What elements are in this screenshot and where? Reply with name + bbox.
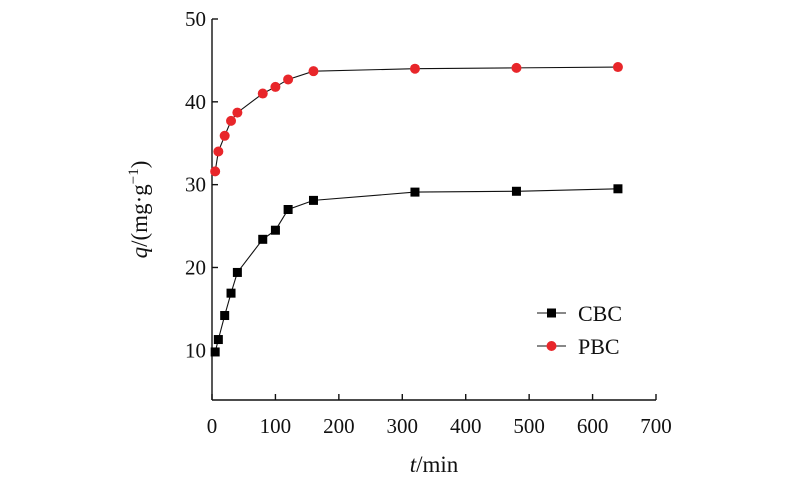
y-axis-title-italic: q: [127, 247, 152, 259]
data-point-cbc: [220, 311, 230, 321]
y-tick-label: 50: [185, 7, 206, 31]
data-point-cbc: [308, 195, 318, 205]
data-point-cbc: [226, 288, 236, 298]
data-point-pbc: [210, 166, 221, 177]
data-point-cbc: [258, 234, 268, 244]
legend-item-cbc: CBC: [537, 301, 622, 326]
y-tick-label: 30: [185, 173, 206, 197]
series-layer: [210, 62, 623, 357]
series-cbc: [210, 184, 623, 357]
data-point-pbc: [511, 62, 522, 73]
y-axis-title-sup: −1: [126, 168, 142, 184]
x-tick-label: 0: [207, 414, 218, 438]
data-point-pbc: [226, 115, 237, 126]
data-point-cbc: [410, 187, 420, 197]
data-point-pbc: [612, 62, 623, 73]
y-tick-label: 10: [185, 338, 206, 362]
data-point-pbc: [257, 88, 268, 99]
y-ticks: 10 20 30 40 50: [185, 7, 218, 362]
x-ticks: 0 100 200 300 400 500 600 700: [207, 394, 672, 438]
legend-marker: [547, 308, 556, 318]
x-tick-label: 700: [640, 414, 672, 438]
data-point-pbc: [308, 66, 319, 77]
legend-label: PBC: [578, 334, 620, 359]
data-point-cbc: [613, 184, 623, 194]
axes: [211, 19, 656, 401]
data-point-pbc: [219, 130, 230, 141]
data-point-pbc: [213, 146, 224, 157]
data-point-pbc: [232, 107, 243, 118]
x-axis-title-rest: /min: [416, 452, 459, 477]
x-tick-label: 300: [387, 414, 419, 438]
data-point-pbc: [409, 63, 420, 74]
y-tick-label: 40: [185, 90, 206, 114]
y-axis-title-rest: /(mg·g: [127, 184, 152, 247]
series-pbc: [210, 62, 623, 177]
legend-marker: [546, 341, 557, 351]
x-axis-title-italic: t: [410, 452, 417, 477]
x-axis-title: t/min: [410, 452, 459, 477]
y-tick-label: 20: [185, 255, 206, 279]
data-point-cbc: [232, 267, 242, 277]
series-line-cbc: [214, 188, 618, 353]
legend-label: CBC: [578, 301, 622, 326]
data-point-cbc: [283, 205, 293, 214]
data-point-cbc: [210, 347, 220, 357]
data-point-cbc: [511, 186, 521, 196]
x-tick-label: 400: [450, 414, 482, 438]
data-point-cbc: [213, 335, 223, 345]
y-axis-title: q/(mg·g−1): [126, 161, 152, 259]
data-point-pbc: [283, 74, 294, 85]
x-tick-label: 200: [323, 414, 355, 438]
legend-item-pbc: PBC: [537, 334, 620, 359]
x-tick-label: 600: [577, 414, 609, 438]
data-point-cbc: [270, 225, 280, 235]
x-tick-label: 100: [260, 414, 292, 438]
legend: CBC PBC: [537, 301, 622, 359]
y-axis-title-close: ): [127, 161, 152, 169]
data-point-pbc: [270, 81, 281, 92]
x-tick-label: 500: [513, 414, 545, 438]
